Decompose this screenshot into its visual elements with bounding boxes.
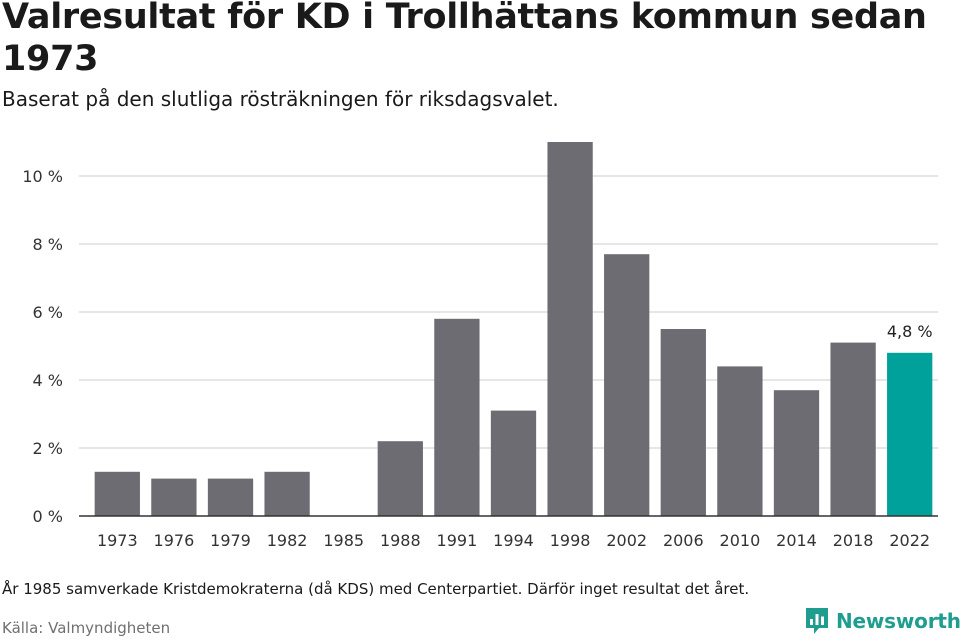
x-tick-label: 2018: [833, 531, 874, 550]
source-text: Källa: Valmyndigheten: [2, 619, 171, 637]
x-tick-label: 2006: [663, 531, 704, 550]
x-tick-label: 1973: [97, 531, 138, 550]
y-tick-label: 2 %: [33, 439, 63, 458]
chart-title: Valresultat för KD i Trollhättans kommun…: [2, 0, 927, 79]
bar-1998: [547, 142, 593, 516]
x-axis-ticks: 1973 1976 1979 1982 1985 1988 1991 1994 1998 2002…: [97, 531, 930, 550]
y-tick-label: 6 %: [33, 303, 63, 322]
y-tick-label: 0 %: [33, 507, 63, 526]
bar-chart: 0 % 2 % 4 % 6 % 8 % 10 % 1973 1976 1979 1982 1985…: [22, 142, 938, 550]
brand-name: Newsworthy: [836, 609, 960, 633]
x-tick-label: 1988: [380, 531, 421, 550]
y-tick-label: 8 %: [33, 235, 63, 254]
x-tick-label: 2014: [776, 531, 817, 550]
bar-1979: [207, 478, 254, 516]
bar-2002: [604, 254, 650, 516]
bar-1994: [490, 410, 537, 516]
bar-2014: [773, 390, 820, 516]
bar-1982: [264, 471, 310, 516]
bar-2018: [830, 342, 876, 516]
bar-1988: [377, 441, 423, 516]
x-tick-label: 1985: [323, 531, 364, 550]
data-labels: 4,8 %: [887, 322, 933, 341]
brand-logo: Newsworthy: [804, 606, 960, 636]
x-tick-label: 2022: [889, 531, 930, 550]
bar-2022: [887, 352, 933, 516]
x-tick-label: 1979: [210, 531, 251, 550]
x-tick-label: 2002: [606, 531, 647, 550]
x-tick-label: 1982: [267, 531, 308, 550]
x-tick-label: 1976: [154, 531, 195, 550]
x-tick-label: 1991: [437, 531, 478, 550]
data-label-2022: 4,8 %: [887, 322, 933, 341]
bar-2006: [660, 329, 706, 516]
newsworthy-logo-icon: [806, 608, 828, 634]
footnote: År 1985 samverkade Kristdemokraterna (då…: [2, 580, 750, 598]
bar-2010: [717, 366, 763, 516]
x-tick-label: 1994: [493, 531, 534, 550]
y-axis-ticks: 0 % 2 % 4 % 6 % 8 % 10 %: [22, 167, 63, 526]
bar-1991: [434, 318, 480, 516]
x-tick-label: 2010: [720, 531, 761, 550]
y-tick-label: 4 %: [33, 371, 63, 390]
bar-1973: [94, 471, 140, 516]
y-tick-label: 10 %: [22, 167, 63, 186]
bars: [94, 142, 933, 516]
bar-1976: [151, 478, 197, 516]
chart-subtitle: Baserat på den slutliga rösträkningen fö…: [2, 87, 559, 111]
x-tick-label: 1998: [550, 531, 591, 550]
